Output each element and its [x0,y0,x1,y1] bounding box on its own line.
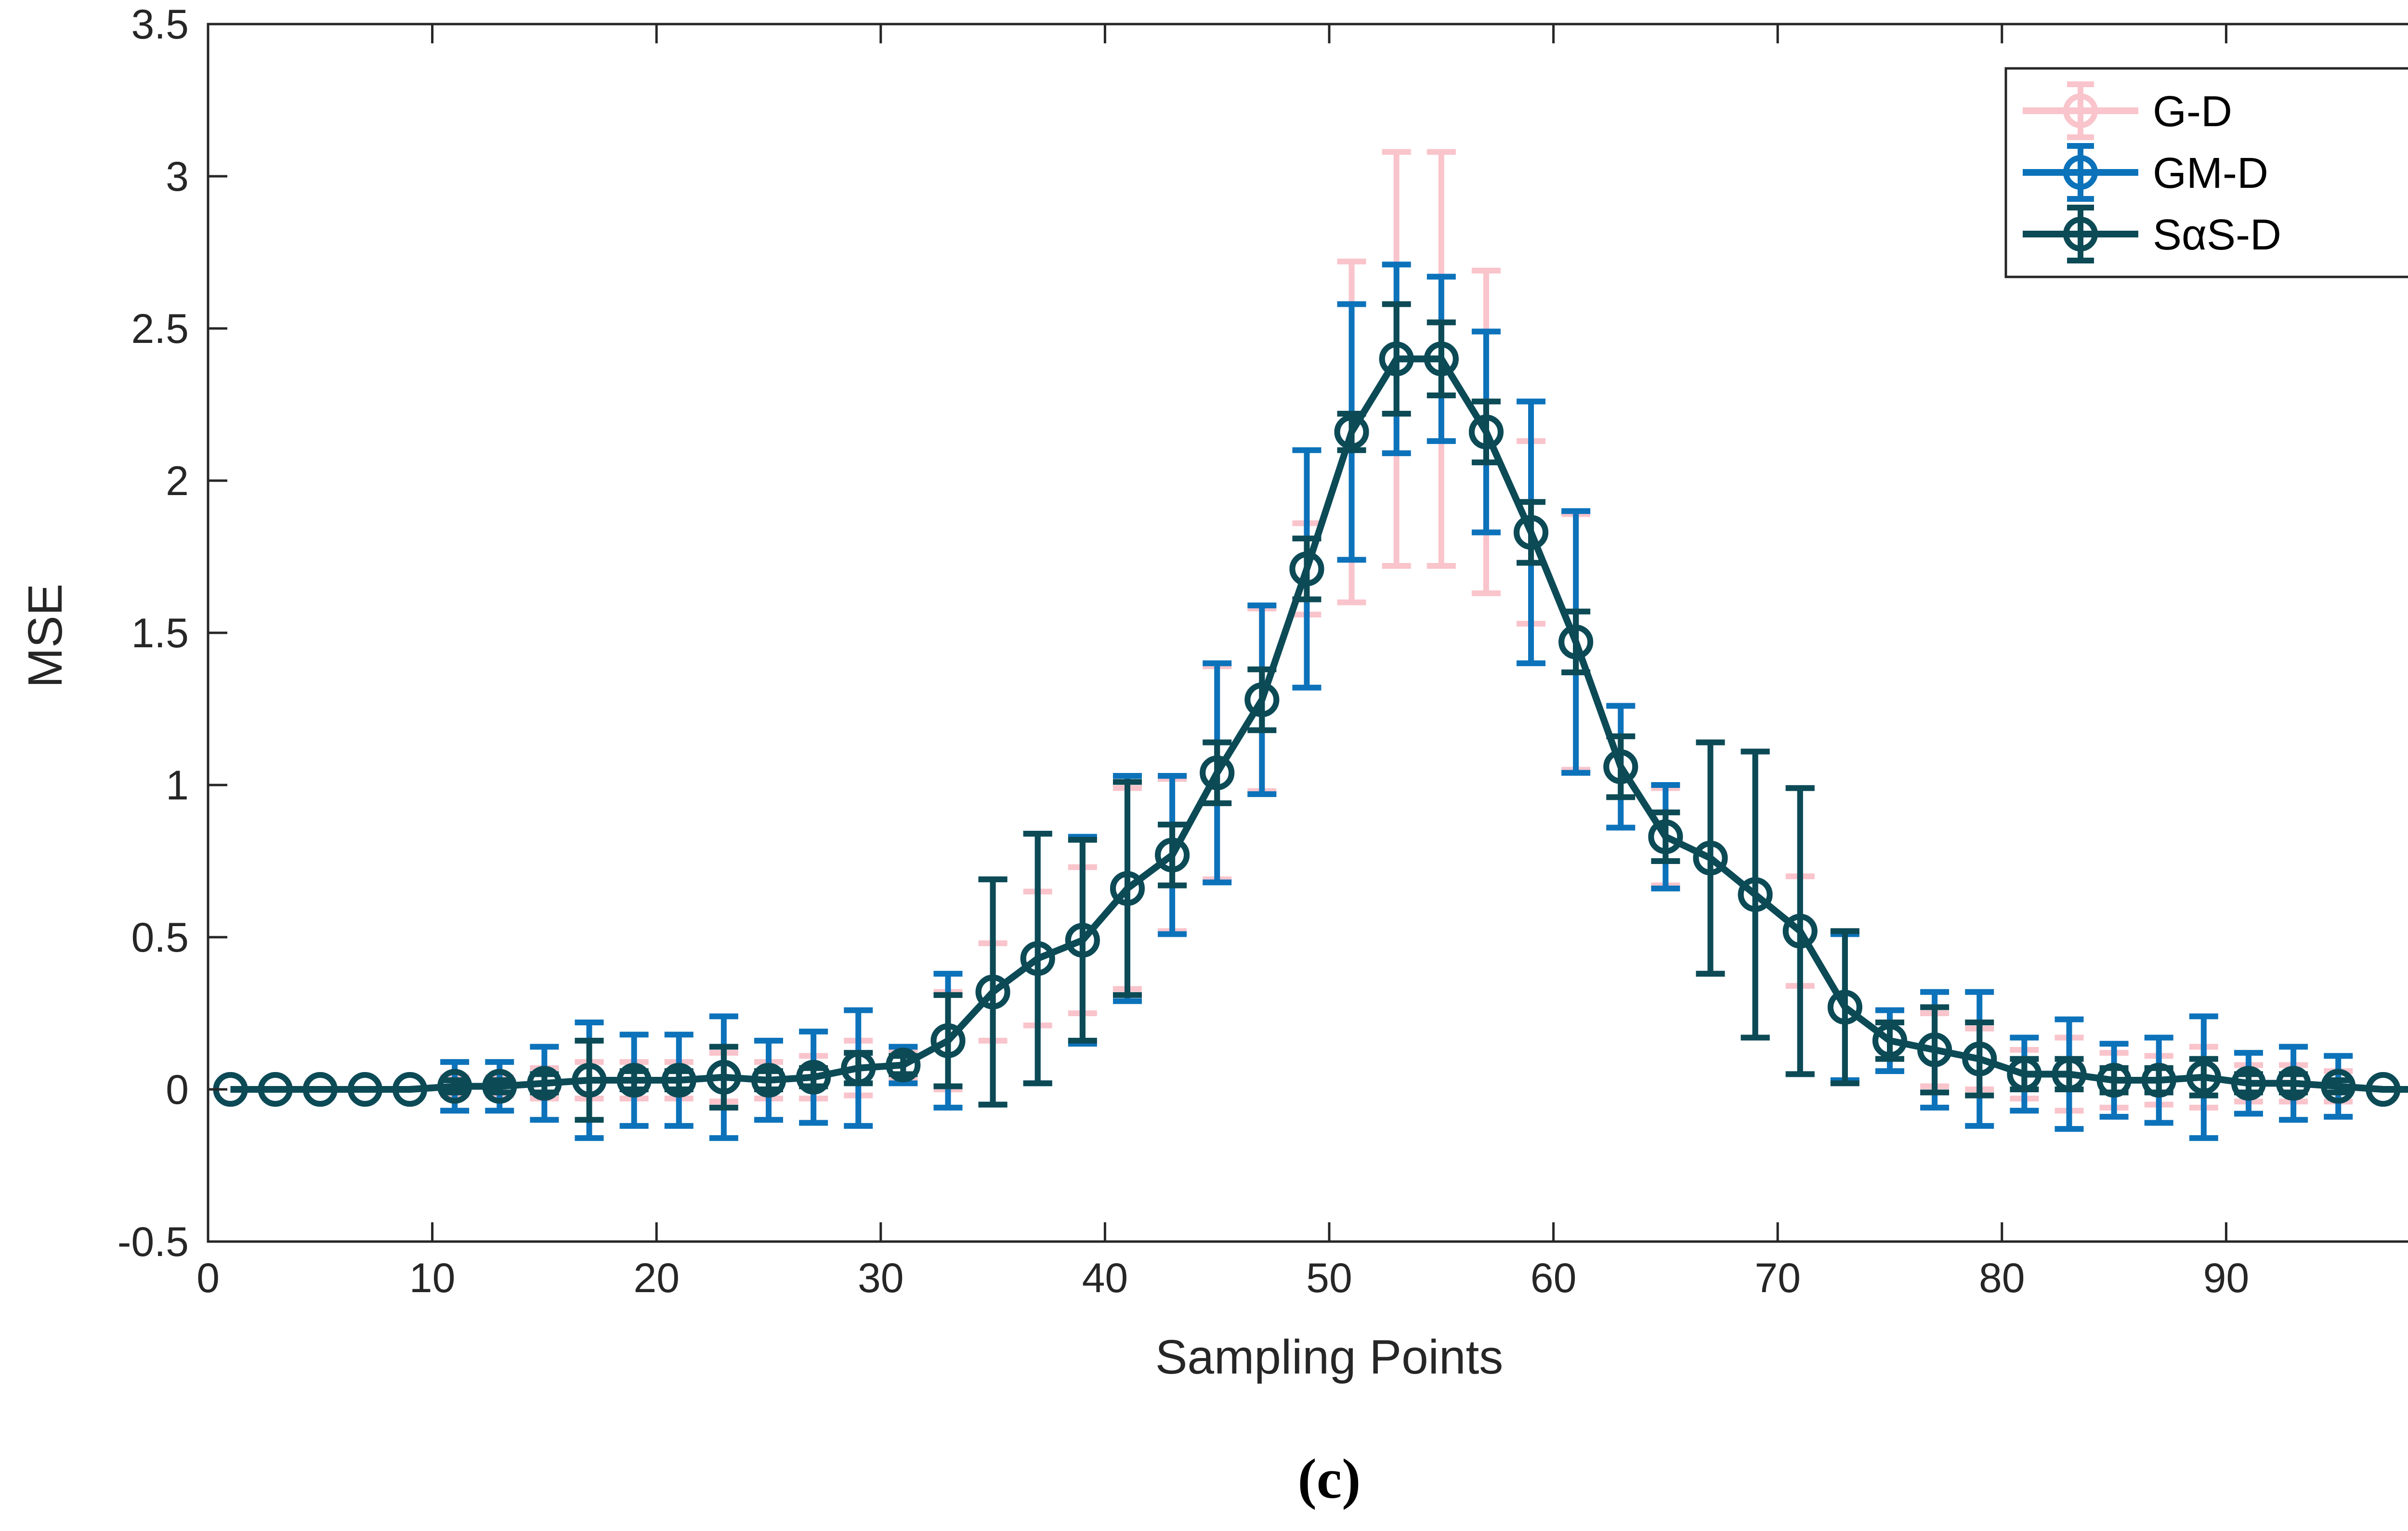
data-point [1514,515,1549,550]
x-tick-label: 0 [196,1255,220,1301]
data-point [751,1063,786,1098]
y-tick-label: 2.5 [131,306,189,352]
data-point [1424,341,1459,377]
series-SαS-D [213,301,2408,1123]
y-tick-labels: -0.5 0 0.5 1 1.5 2 2.5 3 3.5 [118,1,189,1265]
data-point [1558,624,1594,659]
y-tick-label: 3 [166,154,189,200]
series-layer [213,149,2408,1141]
legend-marker [2063,217,2098,251]
y-tick-label: -0.5 [118,1219,189,1265]
data-point [1468,414,1504,449]
data-point [393,1072,428,1107]
data-point [1065,923,1100,958]
x-tick-label: 10 [409,1255,456,1301]
data-point [1872,1023,1907,1058]
data-point [1782,914,1818,949]
legend-label: G-D [2153,88,2232,136]
data-point [1334,414,1369,449]
data-point [1648,819,1683,854]
legend-marker [2063,155,2098,190]
y-tick-label: 2 [166,458,189,504]
x-tick-label: 50 [1306,1255,1352,1301]
data-point [616,1063,652,1098]
data-point [437,1069,472,1104]
data-point [572,1063,607,1098]
x-tick-label: 60 [1531,1255,1577,1301]
y-tick-label: 1.5 [131,610,189,656]
data-point [1827,990,1862,1025]
data-point [2276,1066,2311,1101]
y-tick-label: 3.5 [131,1,189,48]
data-point [2321,1069,2356,1104]
y-tick-label: 0.5 [131,915,189,961]
legend-marker [2063,93,2098,128]
data-point [1155,837,1190,873]
data-point [706,1060,741,1095]
data-point [1244,682,1280,718]
y-tick-label: 1 [166,762,189,809]
data-point [2186,1060,2221,1095]
x-tick-label: 40 [1082,1255,1128,1301]
data-point [1289,551,1324,587]
legend: G-D GM-D SαS-D [2004,67,2408,278]
data-point [1020,941,1055,976]
data-point [1693,840,1728,876]
data-point [1738,877,1773,912]
x-tick-labels: 0102030405060708090100 [196,1255,2250,1301]
y-axis-label: MSE [18,584,72,688]
data-point [347,1072,382,1107]
x-tick-label: 70 [1754,1255,1801,1301]
tick-marks [207,23,2227,1243]
legend-label: SαS-D [2153,211,2281,259]
data-point [1917,1032,1952,1067]
data-point [2052,1057,2087,1092]
data-point [886,1047,921,1083]
x-tick-label: 30 [858,1255,904,1301]
data-point [2231,1066,2266,1101]
data-point [661,1063,696,1098]
data-point [2007,1057,2042,1092]
data-point [975,974,1010,1009]
y-tick-label: 0 [166,1067,189,1113]
legend-label: GM-D [2153,149,2268,197]
data-point [1110,871,1145,906]
data-point [302,1072,338,1107]
data-point [482,1069,517,1104]
data-point [1962,1041,1997,1076]
x-tick-label: 20 [633,1255,680,1301]
data-point [841,1050,876,1086]
data-point [527,1066,562,1101]
data-point [1379,341,1414,377]
series-line [230,355,2408,1093]
data-point [2096,1063,2132,1098]
x-tick-label: 90 [2203,1255,2250,1301]
data-point [2366,1072,2401,1107]
data-point [930,1023,966,1058]
x-axis-label: Sampling Points [1155,1330,1504,1384]
data-point [258,1072,293,1107]
data-point [796,1060,831,1095]
figure-caption: (c) [1298,1447,1361,1510]
data-point [1200,755,1235,790]
data-point [1603,749,1638,785]
data-point [2141,1063,2176,1098]
x-tick-label: 80 [1979,1255,2025,1301]
